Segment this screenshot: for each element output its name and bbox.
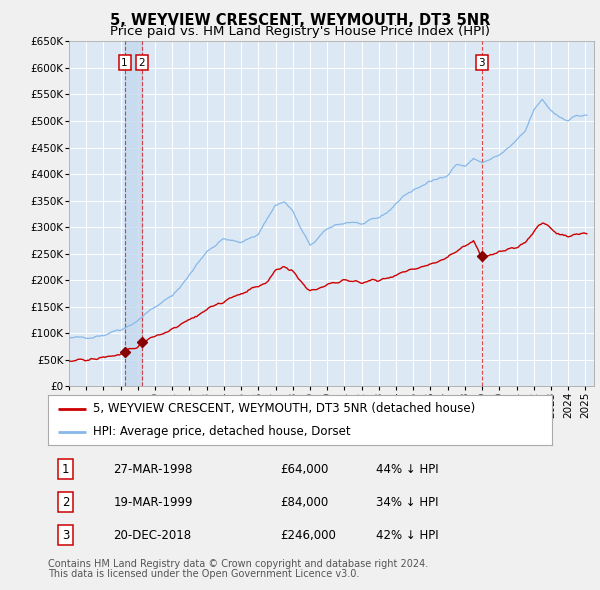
Text: £84,000: £84,000 [280,496,328,509]
Text: 1: 1 [62,463,70,476]
Text: Price paid vs. HM Land Registry's House Price Index (HPI): Price paid vs. HM Land Registry's House … [110,25,490,38]
Text: Contains HM Land Registry data © Crown copyright and database right 2024.: Contains HM Land Registry data © Crown c… [48,559,428,569]
Text: £64,000: £64,000 [280,463,328,476]
Text: 2: 2 [139,58,145,67]
Text: 42% ↓ HPI: 42% ↓ HPI [376,529,438,542]
Text: 2: 2 [62,496,70,509]
Text: 19-MAR-1999: 19-MAR-1999 [113,496,193,509]
Text: 5, WEYVIEW CRESCENT, WEYMOUTH, DT3 5NR (detached house): 5, WEYVIEW CRESCENT, WEYMOUTH, DT3 5NR (… [94,402,476,415]
Text: 44% ↓ HPI: 44% ↓ HPI [376,463,438,476]
Text: This data is licensed under the Open Government Licence v3.0.: This data is licensed under the Open Gov… [48,569,359,579]
Text: 3: 3 [478,58,485,67]
Text: 20-DEC-2018: 20-DEC-2018 [113,529,191,542]
Text: 3: 3 [62,529,70,542]
Text: 34% ↓ HPI: 34% ↓ HPI [376,496,438,509]
Bar [125,41,142,386]
Text: HPI: Average price, detached house, Dorset: HPI: Average price, detached house, Dors… [94,425,351,438]
Text: 27-MAR-1998: 27-MAR-1998 [113,463,193,476]
Text: 1: 1 [121,58,128,67]
Text: £246,000: £246,000 [280,529,336,542]
Text: 5, WEYVIEW CRESCENT, WEYMOUTH, DT3 5NR: 5, WEYVIEW CRESCENT, WEYMOUTH, DT3 5NR [110,13,490,28]
